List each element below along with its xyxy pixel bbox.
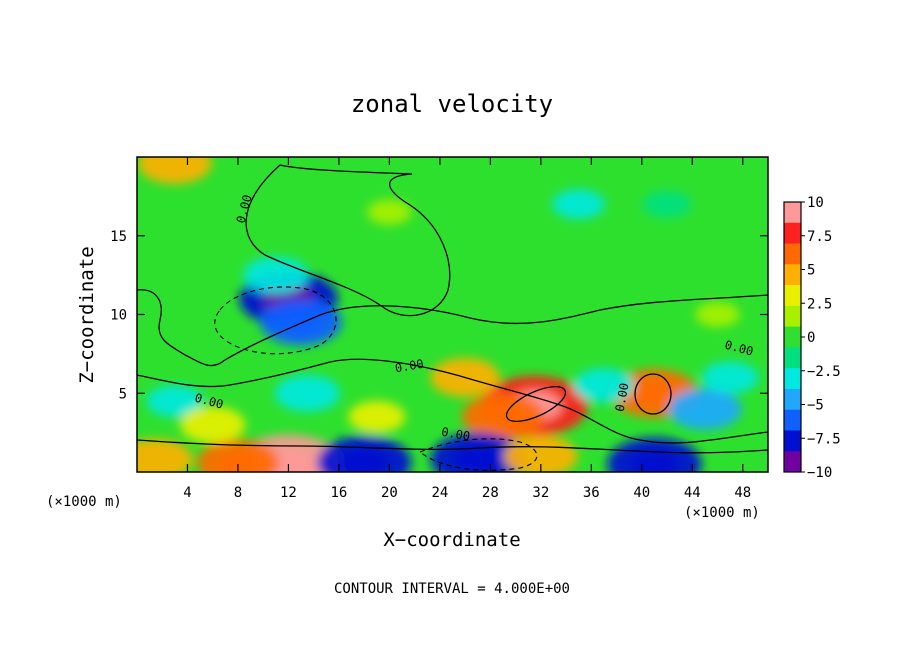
x-tick-label: 16 bbox=[330, 485, 347, 501]
colorbar-segment bbox=[784, 285, 801, 307]
colorbar-segment bbox=[784, 451, 801, 473]
contour-label: 0.00 bbox=[394, 357, 425, 376]
x-unit-right: (×1000 m) bbox=[684, 505, 760, 521]
field-blobs bbox=[137, 157, 759, 472]
field-feature bbox=[367, 199, 412, 225]
chart-title: zonal velocity bbox=[351, 90, 553, 118]
x-tick-label: 36 bbox=[583, 485, 600, 501]
field-feature bbox=[701, 361, 759, 394]
colorbar-label: 2.5 bbox=[807, 296, 832, 312]
contour-label: 0.00 bbox=[440, 425, 471, 444]
field-feature bbox=[180, 406, 246, 444]
x-tick-label: 48 bbox=[734, 485, 751, 501]
colorbar-label: 10 bbox=[807, 195, 824, 211]
x-tick-label: 24 bbox=[431, 485, 448, 501]
contour-lines bbox=[137, 164, 768, 454]
colorbar-segment bbox=[784, 347, 801, 369]
field-feature-core bbox=[482, 405, 524, 429]
colorbar-segment bbox=[784, 409, 801, 431]
field-feature-core bbox=[454, 446, 502, 472]
colorbar-label: −10 bbox=[807, 465, 832, 481]
contour-cell-40 bbox=[634, 373, 672, 415]
colorbar-segment bbox=[784, 305, 801, 328]
colorbar-segment bbox=[784, 202, 801, 224]
contour-cell-32 bbox=[505, 385, 567, 423]
colorbar-label: −5 bbox=[807, 398, 824, 414]
colorbar-segment bbox=[784, 388, 801, 411]
colorbar-label: 7.5 bbox=[807, 229, 832, 245]
x-tick-label: 44 bbox=[684, 485, 701, 501]
y-axis-label: Z−coordinate bbox=[76, 246, 98, 383]
contour-zero-mid bbox=[137, 289, 768, 367]
plot-area: 0.000.000.000.000.000.00 bbox=[137, 157, 768, 472]
colorbar-label: −2.5 bbox=[807, 364, 841, 380]
field-feature bbox=[137, 438, 193, 472]
x-tick-label: 32 bbox=[532, 485, 549, 501]
y-tick-label: 5 bbox=[119, 386, 127, 402]
contour-label: 0.00 bbox=[613, 382, 632, 413]
field-feature bbox=[146, 385, 204, 418]
field-feature bbox=[642, 190, 692, 218]
colorbar: 10 7.5 5 2.5 0 −2.5 −5 −7.5 −10 bbox=[783, 195, 841, 481]
colorbar-label: 5 bbox=[807, 263, 815, 279]
colorbar-segment bbox=[784, 368, 801, 390]
field-feature bbox=[668, 388, 742, 430]
field-feature-core bbox=[340, 449, 388, 472]
colorbar-segment bbox=[784, 222, 801, 245]
contour-neg-lower bbox=[419, 438, 538, 471]
y-axis: 5 10 15 bbox=[110, 229, 768, 402]
colorbar-segment bbox=[784, 243, 801, 265]
field-feature bbox=[274, 374, 341, 412]
field-feature bbox=[552, 189, 606, 220]
contour-lines-negative bbox=[214, 286, 538, 471]
colorbar-segment bbox=[784, 264, 801, 286]
field-feature-core bbox=[217, 451, 259, 472]
x-tick-label: 8 bbox=[234, 485, 242, 501]
x-tick-label: 12 bbox=[280, 485, 297, 501]
colorbar-segment bbox=[784, 326, 801, 348]
x-unit-left: (×1000 m) bbox=[46, 494, 122, 510]
contour-interval-footer: CONTOUR INTERVAL = 4.000E+00 bbox=[334, 581, 570, 597]
x-axis: 4 8 12 16 20 24 28 32 36 40 44 48 bbox=[183, 157, 751, 501]
colorbar-label: 0 bbox=[807, 330, 815, 346]
field-feature-core bbox=[632, 381, 676, 406]
field-feature-core bbox=[630, 450, 679, 472]
field-feature bbox=[348, 400, 406, 433]
field-feature bbox=[138, 157, 212, 184]
field-feature bbox=[695, 301, 740, 328]
y-tick-label: 15 bbox=[110, 229, 127, 245]
x-tick-label: 28 bbox=[482, 485, 499, 501]
field-feature bbox=[504, 435, 578, 472]
contour-zero-bottom bbox=[137, 439, 768, 454]
field-feature bbox=[573, 368, 635, 403]
x-tick-label: 40 bbox=[633, 485, 650, 501]
contour-zero-lower bbox=[137, 358, 768, 444]
x-tick-label: 4 bbox=[183, 485, 191, 501]
x-tick-label: 20 bbox=[381, 485, 398, 501]
field-feature-core bbox=[280, 310, 322, 334]
colorbar-label: −7.5 bbox=[807, 431, 841, 447]
y-tick-label: 10 bbox=[110, 308, 127, 324]
contour-neg-vortex bbox=[214, 286, 337, 355]
colorbar-segment bbox=[784, 430, 801, 452]
contour-zero-upper bbox=[245, 164, 451, 317]
x-axis-label: X−coordinate bbox=[383, 529, 520, 551]
